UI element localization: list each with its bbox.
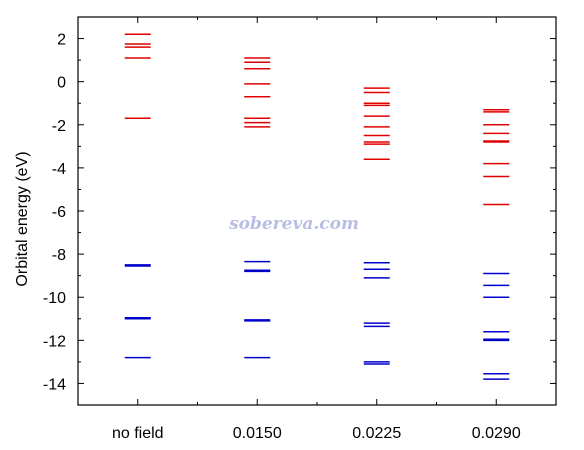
x-tick-label: no field bbox=[112, 425, 164, 442]
y-tick-label: -10 bbox=[43, 290, 66, 307]
watermark-text: sobereva.com bbox=[228, 214, 359, 234]
y-tick-label: -6 bbox=[52, 204, 66, 221]
x-tick-label: 0.0150 bbox=[233, 425, 282, 442]
tick-layer: 2 0 -2 -4 -6 -8 -10 -12 -14 no field 0.0150 0.0225 0… bbox=[43, 16, 556, 442]
y-tick-label: -2 bbox=[52, 118, 66, 135]
y-tick-label: -14 bbox=[43, 376, 66, 393]
x-tick-label: 0.0290 bbox=[472, 425, 521, 442]
y-tick-label: -12 bbox=[43, 333, 66, 350]
y-tick-label: -4 bbox=[52, 161, 66, 178]
y-tick-label: 2 bbox=[57, 32, 66, 49]
levels-layer bbox=[124, 33, 510, 380]
y-axis-label: Orbital energy (eV) bbox=[14, 151, 31, 286]
y-tick-label: 0 bbox=[57, 75, 66, 92]
y-tick-label: -8 bbox=[52, 247, 66, 264]
x-tick-label: 0.0225 bbox=[352, 425, 401, 442]
plot-frame bbox=[77, 16, 557, 406]
